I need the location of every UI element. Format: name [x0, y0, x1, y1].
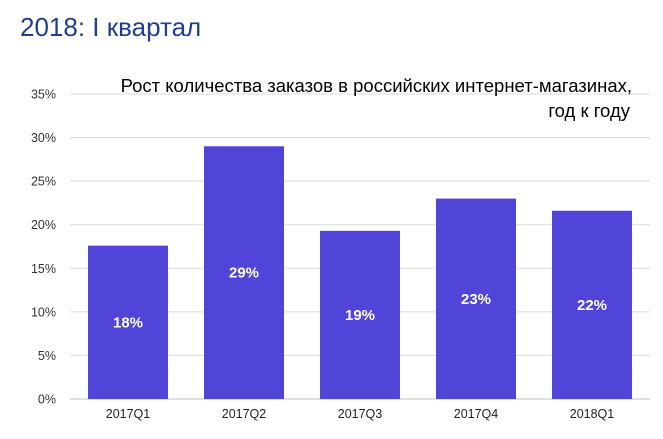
- y-tick-label: 10%: [31, 305, 56, 319]
- bar: [88, 245, 168, 399]
- data-label: 22%: [577, 297, 607, 314]
- bar: [204, 146, 284, 399]
- x-tick-label: 2017Q2: [222, 407, 267, 421]
- y-tick-label: 25%: [31, 175, 56, 189]
- y-tick-label: 20%: [31, 218, 56, 232]
- page-heading: 2018: I квартал: [20, 12, 202, 42]
- bar: [436, 198, 516, 399]
- chart-title-line-1: Рост количества заказов в российских инт…: [121, 75, 632, 96]
- bar: [552, 210, 632, 399]
- y-tick-label: 35%: [31, 88, 56, 102]
- chart-title-line-2: год к году: [548, 100, 630, 121]
- data-label: 23%: [461, 291, 491, 308]
- bar: [320, 230, 400, 399]
- data-label: 29%: [229, 265, 259, 282]
- y-tick-label: 0%: [38, 393, 56, 407]
- x-tick-label: 2017Q4: [454, 407, 499, 421]
- x-tick-label: 2018Q1: [570, 407, 615, 421]
- data-label: 19%: [345, 307, 375, 324]
- x-tick-label: 2017Q1: [106, 407, 151, 421]
- y-tick-label: 15%: [31, 262, 56, 276]
- y-tick-label: 30%: [31, 131, 56, 145]
- data-label: 18%: [113, 314, 143, 331]
- x-tick-label: 2017Q3: [338, 407, 383, 421]
- y-tick-label: 5%: [38, 349, 56, 363]
